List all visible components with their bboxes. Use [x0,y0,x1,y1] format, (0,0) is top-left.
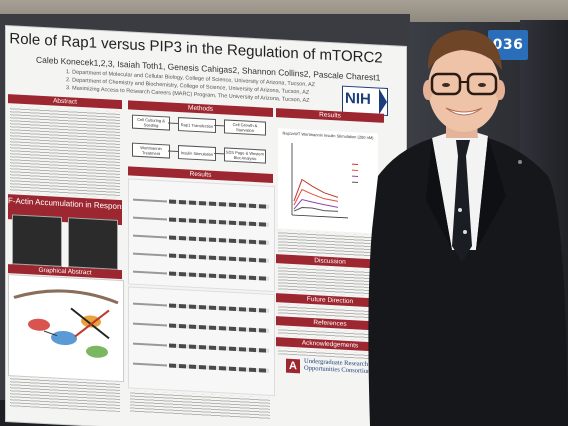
eye [442,83,450,87]
protein-shape [51,331,77,346]
series-line [293,198,339,210]
inhibition-arrow [74,309,110,338]
cell-membrane [13,289,119,305]
face [428,44,500,132]
ear [495,80,505,100]
series-line [293,207,338,212]
glasses-frame [430,72,462,96]
x-axis [292,214,348,219]
series-line [293,178,339,202]
graphical-abstract-diagram [8,274,124,383]
signaling-diagram [13,289,119,358]
chart-plot [291,142,358,219]
necktie [452,140,472,262]
glasses-frame [466,72,498,96]
protein-shape [86,345,108,358]
pathway-arrow [70,307,110,340]
hair [427,30,502,70]
protein-shape [28,318,50,331]
tie-pattern [463,230,467,234]
pathway-arrow [43,330,58,337]
smile [445,107,483,116]
eye [478,83,486,87]
research-poster: Role of Rap1 versus PIP3 in the Regulati… [6,26,406,426]
series-line [293,188,339,206]
tie-pattern [458,208,462,212]
jacket-lapel [476,136,506,250]
suit-jacket [368,134,568,426]
protein-shape [81,315,101,328]
lapel-pin [518,160,522,164]
results-line-chart: Rap1vWT Wortmannin Insulin Stimulation (… [278,128,378,234]
jacket-lapel [426,138,452,250]
ear [423,80,433,100]
